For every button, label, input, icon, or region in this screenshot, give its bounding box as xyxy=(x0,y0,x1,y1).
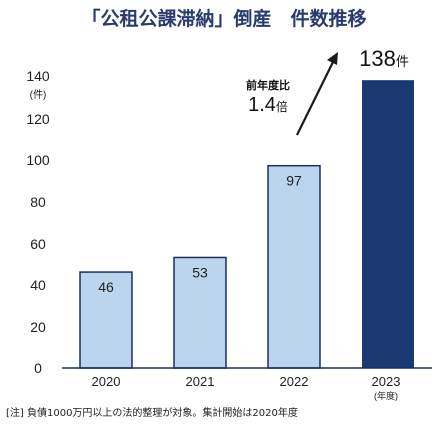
value-label-2023-number: 138 xyxy=(359,46,396,71)
y-tick-40: 40 xyxy=(30,277,46,293)
chart-title: 「公租公課滞納」倒産 件数推移 xyxy=(81,7,366,30)
y-tick-60: 60 xyxy=(30,236,46,252)
value-label-2022: 97 xyxy=(286,173,302,189)
y-axis-unit: (件) xyxy=(30,89,47,101)
value-label-2023: 138件 xyxy=(359,46,409,71)
annotation-label: 前年度比 xyxy=(246,78,290,92)
x-tick-2020: 2020 xyxy=(92,374,121,389)
bar-2022 xyxy=(267,164,321,369)
x-tick-2022: 2022 xyxy=(280,374,309,389)
trend-arrowhead-icon xyxy=(327,52,338,65)
x-tick-2021: 2021 xyxy=(186,374,215,389)
x-axis-unit: (年度) xyxy=(374,390,398,401)
value-label-2020: 46 xyxy=(98,279,114,295)
bar-2023 xyxy=(362,80,414,369)
trend-arrow-icon xyxy=(296,59,335,136)
y-tick-140: 140 xyxy=(26,68,50,84)
annotation-ratio-unit: 倍 xyxy=(276,99,288,114)
value-label-2023-unit: 件 xyxy=(396,55,409,70)
value-label-2021: 53 xyxy=(192,264,208,280)
x-tick-2023: 2023 xyxy=(372,374,401,389)
y-tick-20: 20 xyxy=(30,319,46,335)
bar-2020 xyxy=(79,271,133,369)
annotation-ratio-number: 1.4 xyxy=(248,94,276,116)
y-tick-0: 0 xyxy=(34,360,42,376)
y-tick-100: 100 xyxy=(26,152,50,168)
annotation-ratio: 1.4倍 xyxy=(248,94,288,116)
bar-2021 xyxy=(173,256,227,369)
footnote: [注] 負債1000万円以上の法的整理が対象。集計開始は2020年度 xyxy=(6,406,298,419)
y-tick-120: 120 xyxy=(26,111,50,127)
y-tick-80: 80 xyxy=(30,194,46,210)
